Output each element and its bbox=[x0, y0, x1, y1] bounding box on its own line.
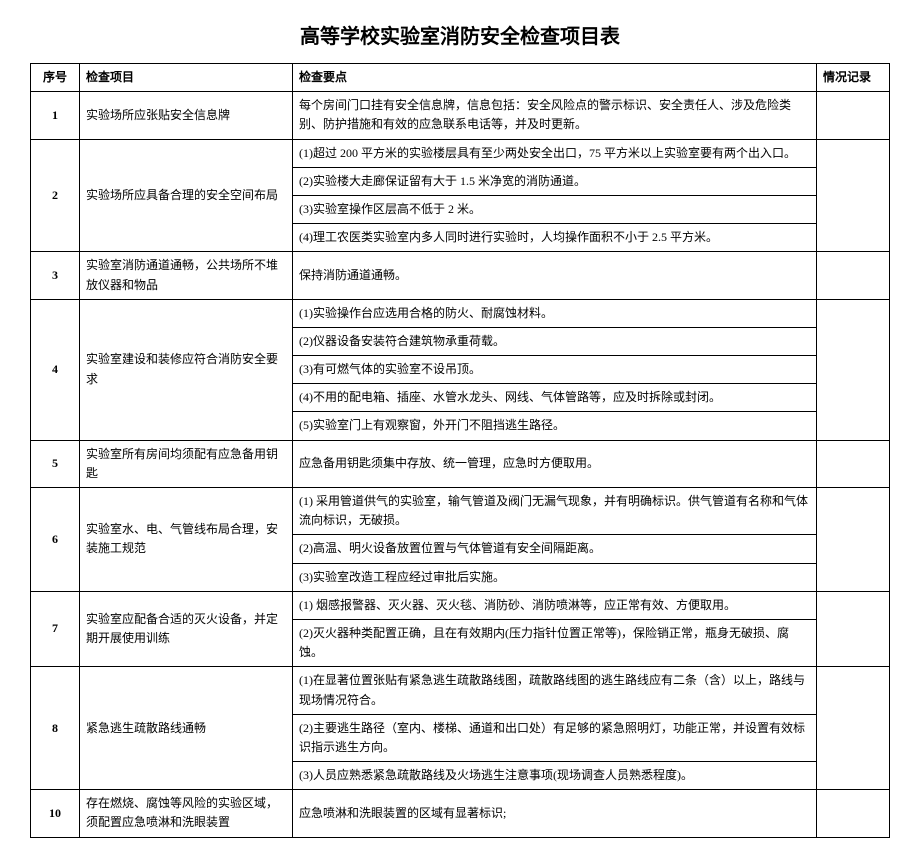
table-row: 3实验室消防通道通畅，公共场所不堆放仪器和物品保持消防通道通畅。 bbox=[31, 252, 890, 299]
point-text: (3)人员应熟悉紧急疏散路线及火场逃生注意事项(现场调查人员熟悉程度)。 bbox=[293, 762, 816, 790]
point-text: (3)实验室改造工程应经过审批后实施。 bbox=[293, 563, 816, 591]
point-text: (3)实验室操作区层高不低于 2 米。 bbox=[293, 195, 816, 223]
point-text: (1) 采用管道供气的实验室，输气管道及阀门无漏气现象，并有明确标识。供气管道有… bbox=[293, 488, 816, 535]
table-row: 4实验室建设和装修应符合消防安全要求(1)实验操作台应选用合格的防火、耐腐蚀材料… bbox=[31, 299, 890, 440]
point-text: (4)理工农医类实验室内多人同时进行实验时，人均操作面积不小于 2.5 平方米。 bbox=[293, 224, 816, 252]
cell-points: (1) 烟感报警器、灭火器、灭火毯、消防砂、消防喷淋等，应正常有效、方便取用。(… bbox=[293, 591, 817, 667]
cell-seq: 2 bbox=[31, 139, 80, 252]
page-title: 高等学校实验室消防安全检查项目表 bbox=[30, 20, 890, 49]
cell-record bbox=[817, 440, 890, 487]
header-row: 序号 检查项目 检查要点 情况记录 bbox=[31, 64, 890, 92]
cell-seq: 4 bbox=[31, 299, 80, 440]
header-record: 情况记录 bbox=[817, 64, 890, 92]
cell-item: 实验场所应张贴安全信息牌 bbox=[80, 92, 293, 139]
point-text: (1) 烟感报警器、灭火器、灭火毯、消防砂、消防喷淋等，应正常有效、方便取用。 bbox=[293, 592, 816, 620]
cell-record bbox=[817, 299, 890, 440]
point-text: 应急备用钥匙须集中存放、统一管理，应急时方便取用。 bbox=[293, 450, 816, 477]
cell-item: 实验室所有房间均须配有应急备用钥匙 bbox=[80, 440, 293, 487]
cell-record bbox=[817, 667, 890, 790]
point-text: (1)在显著位置张贴有紧急逃生疏散路线图，疏散路线图的逃生路线应有二条（含）以上… bbox=[293, 667, 816, 714]
point-text: (2)高温、明火设备放置位置与气体管道有安全间隔距离。 bbox=[293, 535, 816, 563]
cell-item: 实验室建设和装修应符合消防安全要求 bbox=[80, 299, 293, 440]
header-points: 检查要点 bbox=[293, 64, 817, 92]
header-seq: 序号 bbox=[31, 64, 80, 92]
cell-points: (1) 采用管道供气的实验室，输气管道及阀门无漏气现象，并有明确标识。供气管道有… bbox=[293, 488, 817, 592]
cell-points: (1)实验操作台应选用合格的防火、耐腐蚀材料。(2)仪器设备安装符合建筑物承重荷… bbox=[293, 299, 817, 440]
cell-item: 实验室应配备合适的灭火设备，并定期开展使用训练 bbox=[80, 591, 293, 667]
cell-points: 应急备用钥匙须集中存放、统一管理，应急时方便取用。 bbox=[293, 440, 817, 487]
cell-item: 存在燃烧、腐蚀等风险的实验区域，须配置应急喷淋和洗眼装置 bbox=[80, 790, 293, 837]
table-row: 1实验场所应张贴安全信息牌每个房间门口挂有安全信息牌，信息包括：安全风险点的警示… bbox=[31, 92, 890, 139]
cell-record bbox=[817, 591, 890, 667]
point-text: 每个房间门口挂有安全信息牌，信息包括：安全风险点的警示标识、安全责任人、涉及危险… bbox=[293, 92, 816, 138]
table-row: 5实验室所有房间均须配有应急备用钥匙应急备用钥匙须集中存放、统一管理，应急时方便… bbox=[31, 440, 890, 487]
cell-seq: 10 bbox=[31, 790, 80, 837]
cell-record bbox=[817, 139, 890, 252]
point-text: (4)不用的配电箱、插座、水管水龙头、网线、气体管路等，应及时拆除或封闭。 bbox=[293, 384, 816, 412]
cell-points: 保持消防通道通畅。 bbox=[293, 252, 817, 299]
cell-record bbox=[817, 488, 890, 592]
point-text: (2)主要逃生路径（室内、楼梯、通道和出口处）有足够的紧急照明灯，功能正常，并设… bbox=[293, 714, 816, 761]
cell-item: 实验室水、电、气管线布局合理，安装施工规范 bbox=[80, 488, 293, 592]
cell-item: 实验室消防通道通畅，公共场所不堆放仪器和物品 bbox=[80, 252, 293, 299]
cell-points: (1)超过 200 平方米的实验楼层具有至少两处安全出口，75 平方米以上实验室… bbox=[293, 139, 817, 252]
point-text: (2)灭火器种类配置正确，且在有效期内(压力指针位置正常等)，保险销正常，瓶身无… bbox=[293, 619, 816, 666]
cell-item: 实验场所应具备合理的安全空间布局 bbox=[80, 139, 293, 252]
cell-points: 每个房间门口挂有安全信息牌，信息包括：安全风险点的警示标识、安全责任人、涉及危险… bbox=[293, 92, 817, 139]
cell-seq: 3 bbox=[31, 252, 80, 299]
point-text: (3)有可燃气体的实验室不设吊顶。 bbox=[293, 356, 816, 384]
point-text: (2)仪器设备安装符合建筑物承重荷载。 bbox=[293, 327, 816, 355]
table-row: 7实验室应配备合适的灭火设备，并定期开展使用训练(1) 烟感报警器、灭火器、灭火… bbox=[31, 591, 890, 667]
cell-seq: 7 bbox=[31, 591, 80, 667]
cell-seq: 1 bbox=[31, 92, 80, 139]
cell-item: 紧急逃生疏散路线通畅 bbox=[80, 667, 293, 790]
point-text: (1)超过 200 平方米的实验楼层具有至少两处安全出口，75 平方米以上实验室… bbox=[293, 140, 816, 168]
cell-seq: 8 bbox=[31, 667, 80, 790]
table-row: 6实验室水、电、气管线布局合理，安装施工规范(1) 采用管道供气的实验室，输气管… bbox=[31, 488, 890, 592]
cell-record bbox=[817, 252, 890, 299]
point-text: (5)实验室门上有观察窗，外开门不阻挡逃生路径。 bbox=[293, 412, 816, 440]
point-text: 应急喷淋和洗眼装置的区域有显著标识; bbox=[293, 800, 816, 827]
cell-points: 应急喷淋和洗眼装置的区域有显著标识; bbox=[293, 790, 817, 837]
header-item: 检查项目 bbox=[80, 64, 293, 92]
cell-seq: 5 bbox=[31, 440, 80, 487]
table-row: 10存在燃烧、腐蚀等风险的实验区域，须配置应急喷淋和洗眼装置应急喷淋和洗眼装置的… bbox=[31, 790, 890, 837]
cell-points: (1)在显著位置张贴有紧急逃生疏散路线图，疏散路线图的逃生路线应有二条（含）以上… bbox=[293, 667, 817, 790]
table-row: 8紧急逃生疏散路线通畅(1)在显著位置张贴有紧急逃生疏散路线图，疏散路线图的逃生… bbox=[31, 667, 890, 790]
cell-seq: 6 bbox=[31, 488, 80, 592]
point-text: (2)实验楼大走廊保证留有大于 1.5 米净宽的消防通道。 bbox=[293, 167, 816, 195]
point-text: (1)实验操作台应选用合格的防火、耐腐蚀材料。 bbox=[293, 300, 816, 328]
point-text: 保持消防通道通畅。 bbox=[293, 262, 816, 289]
checklist-table: 序号 检查项目 检查要点 情况记录 1实验场所应张贴安全信息牌每个房间门口挂有安… bbox=[30, 63, 890, 838]
cell-record bbox=[817, 790, 890, 837]
cell-record bbox=[817, 92, 890, 139]
table-row: 2实验场所应具备合理的安全空间布局(1)超过 200 平方米的实验楼层具有至少两… bbox=[31, 139, 890, 252]
